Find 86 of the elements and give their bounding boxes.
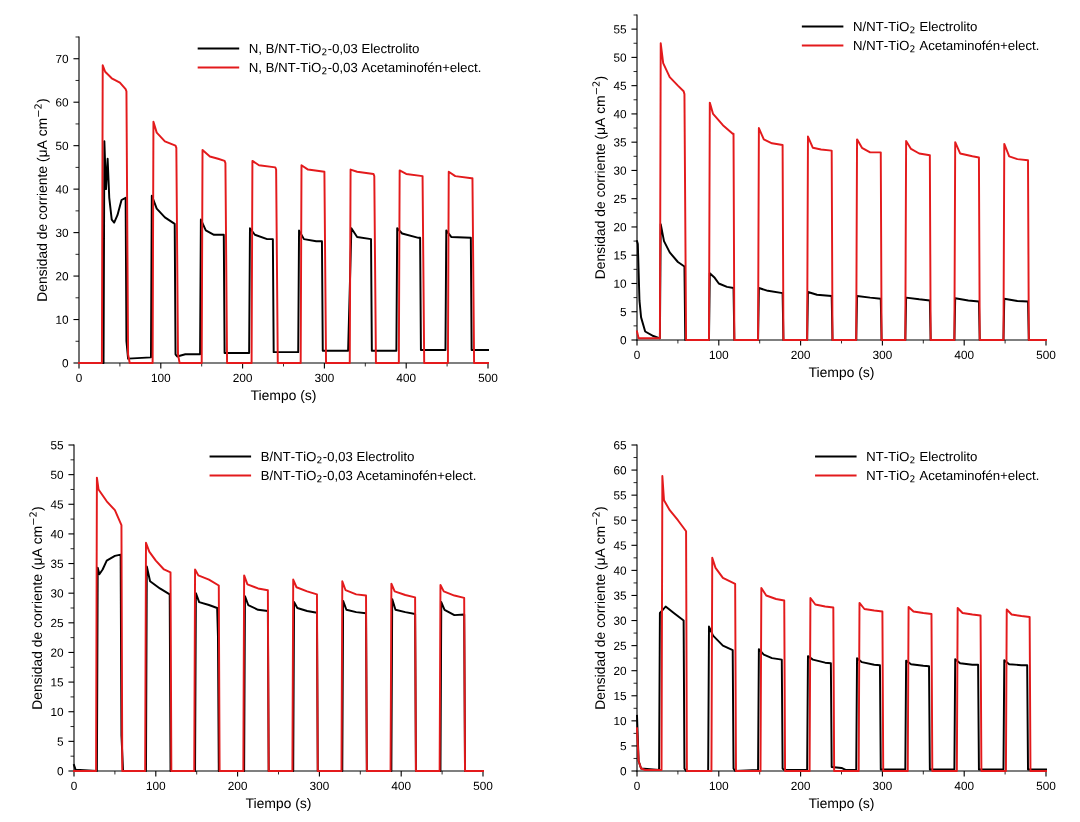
y-axis-title: Densidad de corriente (μA cm$^{−2}$) xyxy=(592,76,608,279)
y-tick-label: 55 xyxy=(613,25,627,34)
x-tick-label: 500 xyxy=(473,781,493,791)
legend-label: B/NT-TiO$_{2}$-0,03 Acetaminofén+elect. xyxy=(261,470,476,483)
y-tick-label: 30 xyxy=(613,616,627,625)
y-tick-label: 70 xyxy=(56,54,69,64)
x-tick-label: 100 xyxy=(709,781,729,791)
y-tick-label: 25 xyxy=(614,194,627,204)
x-axis-title: Tiempo (s) xyxy=(808,366,874,380)
x-tick-label: 200 xyxy=(791,350,810,360)
y-tick-label: 15 xyxy=(614,691,627,701)
y-tick-label: 40 xyxy=(55,185,69,194)
y-tick-label: 20 xyxy=(51,648,64,657)
x-tick-label: 200 xyxy=(233,373,252,383)
y-tick-label: 50 xyxy=(50,470,64,480)
x-tick-label: 500 xyxy=(1036,350,1056,360)
x-tick-label: 500 xyxy=(478,373,498,383)
legend-label: N, B/NT-TiO$_{2}$-0,03 Electrolito xyxy=(249,43,419,56)
x-tick-label: 400 xyxy=(391,781,411,791)
y-tick-label: 35 xyxy=(50,559,64,568)
y-tick-label: 40 xyxy=(613,566,627,575)
x-tick-label: 400 xyxy=(954,350,974,360)
y-tick-label: 0 xyxy=(57,767,64,776)
y-tick-label: 45 xyxy=(50,500,64,509)
y-tick-label: 30 xyxy=(50,589,64,598)
x-tick-label: 0 xyxy=(634,350,640,360)
y-tick-label: 10 xyxy=(51,707,64,717)
y-axis-title: Densidad de corriente (μA cm$^{−2}$) xyxy=(592,507,608,709)
x-tick-label: 300 xyxy=(873,781,892,791)
y-tick-label: 10 xyxy=(56,315,69,324)
x-tick-label: 100 xyxy=(709,350,729,360)
x-axis-title: Tiempo (s) xyxy=(250,389,316,403)
y-tick-label: 20 xyxy=(614,666,627,676)
y-tick-label: 5 xyxy=(620,742,627,751)
y-tick-label: 50 xyxy=(55,141,69,151)
y-tick-label: 5 xyxy=(620,307,627,317)
legend-label: NT-TiO$_{2}$ Acetaminofén+elect. xyxy=(867,470,1039,483)
y-tick-label: 0 xyxy=(620,336,627,345)
y-tick-label: 65 xyxy=(614,441,627,450)
y-tick-label: 50 xyxy=(613,516,627,525)
x-tick-label: 100 xyxy=(151,373,171,383)
y-axis-title: Densidad de corriente (μA cm$^{−2}$) xyxy=(34,99,50,301)
x-axis-title: Tiempo (s) xyxy=(245,797,311,811)
x-tick-label: 100 xyxy=(146,781,166,791)
x-tick-label: 0 xyxy=(71,781,77,791)
y-tick-label: 50 xyxy=(613,53,627,62)
y-tick-label: 35 xyxy=(613,138,627,147)
x-tick-label: 0 xyxy=(76,373,82,383)
y-tick-label: 5 xyxy=(57,737,64,746)
x-axis-title: Tiempo (s) xyxy=(808,797,874,811)
y-tick-label: 0 xyxy=(620,767,627,776)
y-tick-label: 55 xyxy=(50,441,64,450)
legend-label: N/NT-TiO$_{2}$ Acetaminofén+elect. xyxy=(854,40,1039,53)
y-tick-label: 30 xyxy=(55,228,69,237)
y-tick-label: 40 xyxy=(613,109,627,119)
y-tick-label: 25 xyxy=(614,641,627,651)
y-axis-title: Densidad de corriente (μA cm$^{−2}$) xyxy=(29,507,45,709)
y-tick-label: 10 xyxy=(614,716,627,726)
y-tick-label: 40 xyxy=(50,529,64,539)
y-tick-label: 60 xyxy=(614,466,627,475)
y-tick-label: 0 xyxy=(62,359,69,368)
y-tick-label: 15 xyxy=(614,251,627,260)
x-tick-label: 300 xyxy=(310,781,329,791)
y-tick-label: 20 xyxy=(614,222,627,232)
x-tick-label: 500 xyxy=(1036,781,1056,791)
y-tick-label: 55 xyxy=(613,491,627,500)
x-tick-label: 200 xyxy=(791,781,810,791)
y-tick-label: 60 xyxy=(56,98,69,107)
y-tick-label: 35 xyxy=(613,591,627,600)
y-tick-label: 10 xyxy=(614,279,627,288)
y-tick-label: 25 xyxy=(51,618,64,628)
y-tick-label: 30 xyxy=(613,166,627,175)
x-tick-label: 300 xyxy=(315,373,334,383)
legend-label: NT-TiO$_{2}$ Electrolito xyxy=(867,451,977,464)
x-tick-label: 200 xyxy=(228,781,247,791)
y-tick-label: 15 xyxy=(51,678,64,687)
y-tick-label: 20 xyxy=(56,272,69,281)
y-tick-label: 45 xyxy=(613,81,627,91)
y-tick-label: 45 xyxy=(613,541,627,550)
x-tick-label: 400 xyxy=(954,781,974,791)
legend-label: N, B/NT-TiO$_{2}$-0,03 Acetaminofén+elect. xyxy=(249,62,481,75)
legend-label: N/NT-TiO$_{2}$ Electrolito xyxy=(854,21,977,34)
x-tick-label: 0 xyxy=(634,781,640,791)
x-tick-label: 300 xyxy=(873,350,892,360)
legend-label: B/NT-TiO$_{2}$-0,03 Electrolito xyxy=(261,451,414,464)
x-tick-label: 400 xyxy=(396,373,416,383)
